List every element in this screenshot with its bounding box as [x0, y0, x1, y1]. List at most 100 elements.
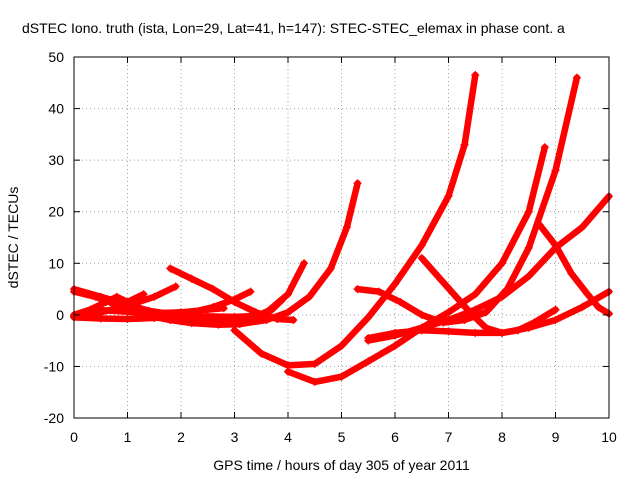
data-point — [187, 319, 196, 328]
data-point — [337, 341, 346, 350]
data-point — [498, 292, 506, 301]
data-point — [230, 326, 239, 335]
data-series-12 — [364, 192, 613, 345]
data-point — [578, 223, 587, 232]
data-point — [391, 328, 399, 337]
data-point — [257, 349, 266, 358]
data-point — [471, 290, 480, 299]
y-tick-label: 50 — [48, 49, 64, 65]
x-tick-label: 1 — [124, 429, 132, 445]
data-point — [460, 140, 469, 149]
data-point — [123, 314, 132, 323]
data-point — [471, 71, 480, 80]
data-point — [567, 269, 576, 278]
data-point — [583, 290, 592, 299]
data-point — [342, 223, 351, 232]
data-point — [310, 377, 319, 386]
data-point — [364, 357, 373, 366]
x-tick-label: 5 — [338, 429, 346, 445]
data-point — [284, 367, 292, 376]
data-point — [273, 314, 282, 323]
data-point — [310, 359, 319, 368]
series-trace — [365, 288, 613, 342]
data-point — [203, 312, 212, 321]
data-point — [96, 314, 105, 323]
data-point — [267, 305, 276, 314]
data-point — [353, 179, 362, 188]
data-point — [391, 341, 399, 350]
data-point — [284, 290, 292, 299]
y-axis-label: dSTEC / TECUs — [5, 187, 21, 289]
data-point — [91, 292, 100, 301]
data-point — [150, 309, 159, 318]
data-point — [166, 264, 175, 273]
data-point — [251, 311, 260, 320]
data-series-7 — [166, 264, 298, 325]
x-tick-label: 0 — [70, 429, 78, 445]
data-point — [578, 303, 587, 312]
data-point — [524, 207, 533, 216]
data-point — [551, 166, 560, 175]
data-point — [481, 308, 490, 317]
data-point — [444, 316, 453, 325]
data-point — [278, 295, 287, 304]
data-point — [449, 290, 458, 299]
x-tick-label: 9 — [552, 429, 560, 445]
data-point — [471, 328, 480, 337]
data-point — [364, 313, 373, 322]
data-point — [230, 297, 239, 306]
data-series-6 — [91, 304, 228, 318]
data-series-14 — [364, 287, 613, 343]
data-point — [444, 308, 453, 317]
y-tick-label: -20 — [44, 410, 64, 426]
data-point — [417, 254, 426, 263]
series-trace — [177, 296, 286, 321]
series-trace — [70, 290, 147, 319]
data-point — [471, 305, 480, 314]
data-point — [540, 143, 549, 152]
data-point — [551, 316, 560, 325]
data-point — [524, 323, 533, 332]
data-point — [417, 326, 426, 335]
data-point — [524, 272, 533, 281]
data-point — [284, 308, 292, 317]
data-point — [465, 308, 474, 317]
data-point — [177, 313, 185, 322]
data-point — [112, 292, 121, 301]
data-point — [203, 305, 212, 314]
data-point — [498, 259, 506, 268]
data-points — [70, 71, 613, 386]
data-point — [535, 220, 544, 229]
y-tick-label: 10 — [48, 255, 64, 271]
y-tick-label: -10 — [44, 358, 64, 374]
data-point — [391, 279, 399, 288]
data-point — [551, 305, 560, 314]
data-point — [289, 316, 298, 325]
data-point — [374, 287, 383, 296]
data-point — [353, 285, 362, 294]
data-point — [444, 327, 453, 336]
data-point — [417, 241, 426, 250]
series-trace — [92, 304, 228, 317]
axis-ticks: 0 1 2 3 4 5 6 7 8 9 10 -20 -10 0 10 20 30 40 50 — [44, 49, 617, 445]
data-point — [594, 303, 603, 312]
data-series-10 — [284, 143, 549, 386]
x-tick-label: 8 — [498, 429, 506, 445]
chart-title: dSTEC Iono. truth (ista, Lon=29, Lat=41,… — [22, 20, 565, 36]
data-point — [572, 73, 581, 82]
data-point — [171, 282, 180, 291]
data-point — [524, 243, 533, 252]
data-series-9 — [230, 71, 480, 370]
data-point — [214, 320, 223, 329]
x-tick-label: 3 — [231, 429, 239, 445]
data-series-8 — [177, 295, 287, 322]
x-axis-label: GPS time / hours of day 305 of year 2011 — [213, 457, 470, 473]
series-trace — [284, 144, 549, 386]
data-point — [305, 292, 314, 301]
y-tick-label: 20 — [48, 204, 64, 220]
y-tick-label: 30 — [48, 152, 64, 168]
data-point — [433, 272, 442, 281]
x-tick-label: 6 — [391, 429, 399, 445]
data-point — [300, 259, 309, 268]
data-point — [551, 241, 560, 250]
